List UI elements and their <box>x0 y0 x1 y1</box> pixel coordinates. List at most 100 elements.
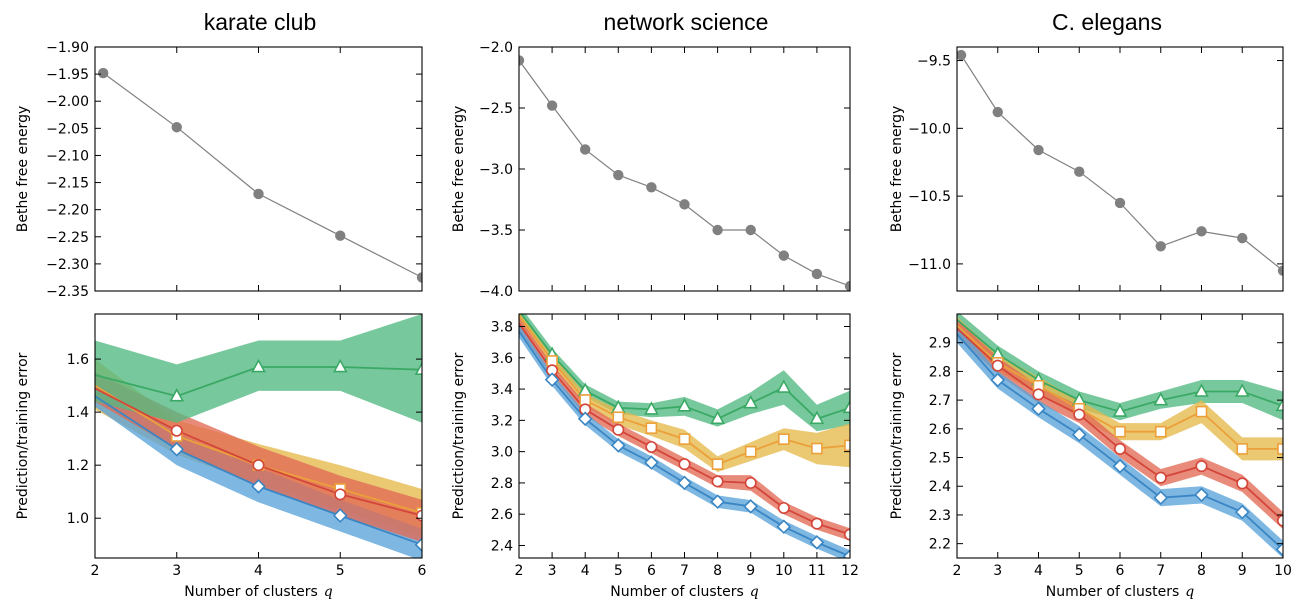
point-red <box>810 517 823 530</box>
point-red <box>711 475 724 488</box>
x-tick-label: 6 <box>1116 563 1125 579</box>
plot-area <box>95 314 422 558</box>
y-tick-label: 3.0 <box>491 445 513 461</box>
point-red <box>1195 460 1208 473</box>
point-gray <box>97 67 109 79</box>
x-tick-label: 4 <box>581 563 590 579</box>
point-blue <box>842 549 850 558</box>
point-green <box>842 399 850 414</box>
point-blue <box>990 372 1006 388</box>
band-red <box>519 317 850 541</box>
point-orange <box>777 433 790 445</box>
x-axis-label-variable: q <box>324 584 333 600</box>
point-green <box>644 401 659 415</box>
x-axis-label: Number of clusters q <box>1046 584 1195 600</box>
point-gray <box>844 280 850 291</box>
point-gray <box>712 224 723 236</box>
point-green <box>1275 397 1283 412</box>
y-tick-label: 2.7 <box>929 393 951 409</box>
point-red <box>252 459 265 472</box>
x-tick-label: 2 <box>953 563 962 579</box>
point-green <box>251 358 266 373</box>
col-title-celegans: C. elegans <box>1052 9 1162 35</box>
point-gray <box>1155 241 1166 252</box>
y-axis-label: Bethe free energy <box>889 106 905 232</box>
y-tick-label: −4.0 <box>479 284 513 300</box>
panel-3: 1.0 1.2 1.4 1.6 2 3 4 5 6 Prediction/training err… <box>15 313 427 600</box>
plot-frame <box>94 46 423 292</box>
point-green <box>776 379 792 393</box>
point-gray <box>811 268 823 280</box>
point-green <box>169 388 185 402</box>
point-red <box>777 501 790 514</box>
point-orange <box>1154 425 1167 438</box>
point-blue <box>743 499 759 514</box>
point-red <box>991 359 1004 372</box>
panel-2: −9.5 −10.0 −10.5 −11.0 Bethe free energy <box>889 46 1284 292</box>
point-red <box>1154 471 1167 484</box>
point-red <box>1277 514 1283 527</box>
point-gray <box>646 182 657 193</box>
y-tick-label: −2.05 <box>46 121 89 137</box>
y-tick-label: −2.15 <box>46 176 89 192</box>
x-tick-label: 9 <box>746 563 755 579</box>
y-tick-label: −3.5 <box>479 223 513 239</box>
point-blue <box>251 479 266 494</box>
x-axis-label-variable: q <box>750 584 759 600</box>
x-tick-label: 5 <box>1075 563 1084 579</box>
x-tick-label: 10 <box>1274 563 1292 579</box>
x-tick-label: 4 <box>254 563 263 579</box>
x-tick-label: 2 <box>91 563 100 579</box>
y-tick-label: 2.6 <box>491 507 513 523</box>
point-gray <box>957 49 967 61</box>
x-axis-label-text: Number of clusters <box>1046 584 1180 600</box>
x-tick-label: 3 <box>172 563 181 579</box>
series-line-red <box>519 322 850 536</box>
x-axis-label-variable: q <box>1185 584 1194 600</box>
x-axis-label-text: Number of clusters <box>610 584 744 600</box>
y-tick-label: 2.4 <box>491 538 513 554</box>
x-tick-label: 4 <box>1034 563 1043 579</box>
panel-4: 2.4 2.6 2.8 3.0 3.2 3.4 3.6 3.8 2 3 4 5 6 7 8 9 10 11 12 Pr… <box>451 313 859 600</box>
plot-frame <box>956 46 1284 292</box>
point-green <box>1112 403 1128 417</box>
y-tick-label: −1.95 <box>46 67 89 83</box>
y-tick-label: 2.3 <box>929 508 951 524</box>
y-tick-label: 3.2 <box>491 413 513 429</box>
point-red <box>170 424 183 437</box>
x-tick-label: 10 <box>775 563 793 579</box>
x-tick-label: 5 <box>614 563 623 579</box>
x-tick-label: 7 <box>680 563 689 579</box>
point-orange <box>1236 443 1249 455</box>
point-orange <box>844 439 850 452</box>
point-gray <box>546 100 558 111</box>
y-tick-label: 1.6 <box>67 352 89 368</box>
point-gray <box>580 144 591 155</box>
y-tick-label: 1.4 <box>67 405 89 421</box>
x-axis-label-text: Number of clusters <box>184 584 318 600</box>
point-red <box>1114 442 1127 455</box>
point-blue <box>776 519 792 535</box>
x-tick-label: 3 <box>548 563 557 579</box>
plot-area <box>97 67 422 283</box>
point-blue <box>610 438 626 453</box>
plot-area <box>519 314 850 558</box>
y-axis-label: Bethe free energy <box>15 106 31 232</box>
x-tick-label: 11 <box>808 563 826 579</box>
point-green <box>1194 383 1209 397</box>
x-tick-label: 6 <box>647 563 656 579</box>
y-tick-label: 2.8 <box>491 476 513 492</box>
y-tick-label: 2.4 <box>929 479 951 495</box>
y-tick-label: −10.5 <box>908 189 951 205</box>
point-gray <box>1114 197 1126 209</box>
point-red <box>1236 477 1249 490</box>
col-title-network: network science <box>604 9 769 35</box>
x-tick-label: 12 <box>841 563 859 579</box>
point-blue <box>677 475 692 491</box>
point-orange <box>1195 405 1208 418</box>
point-orange <box>612 411 625 424</box>
point-blue <box>1112 458 1128 474</box>
x-tick-label: 6 <box>418 563 427 579</box>
point-green <box>414 361 422 375</box>
